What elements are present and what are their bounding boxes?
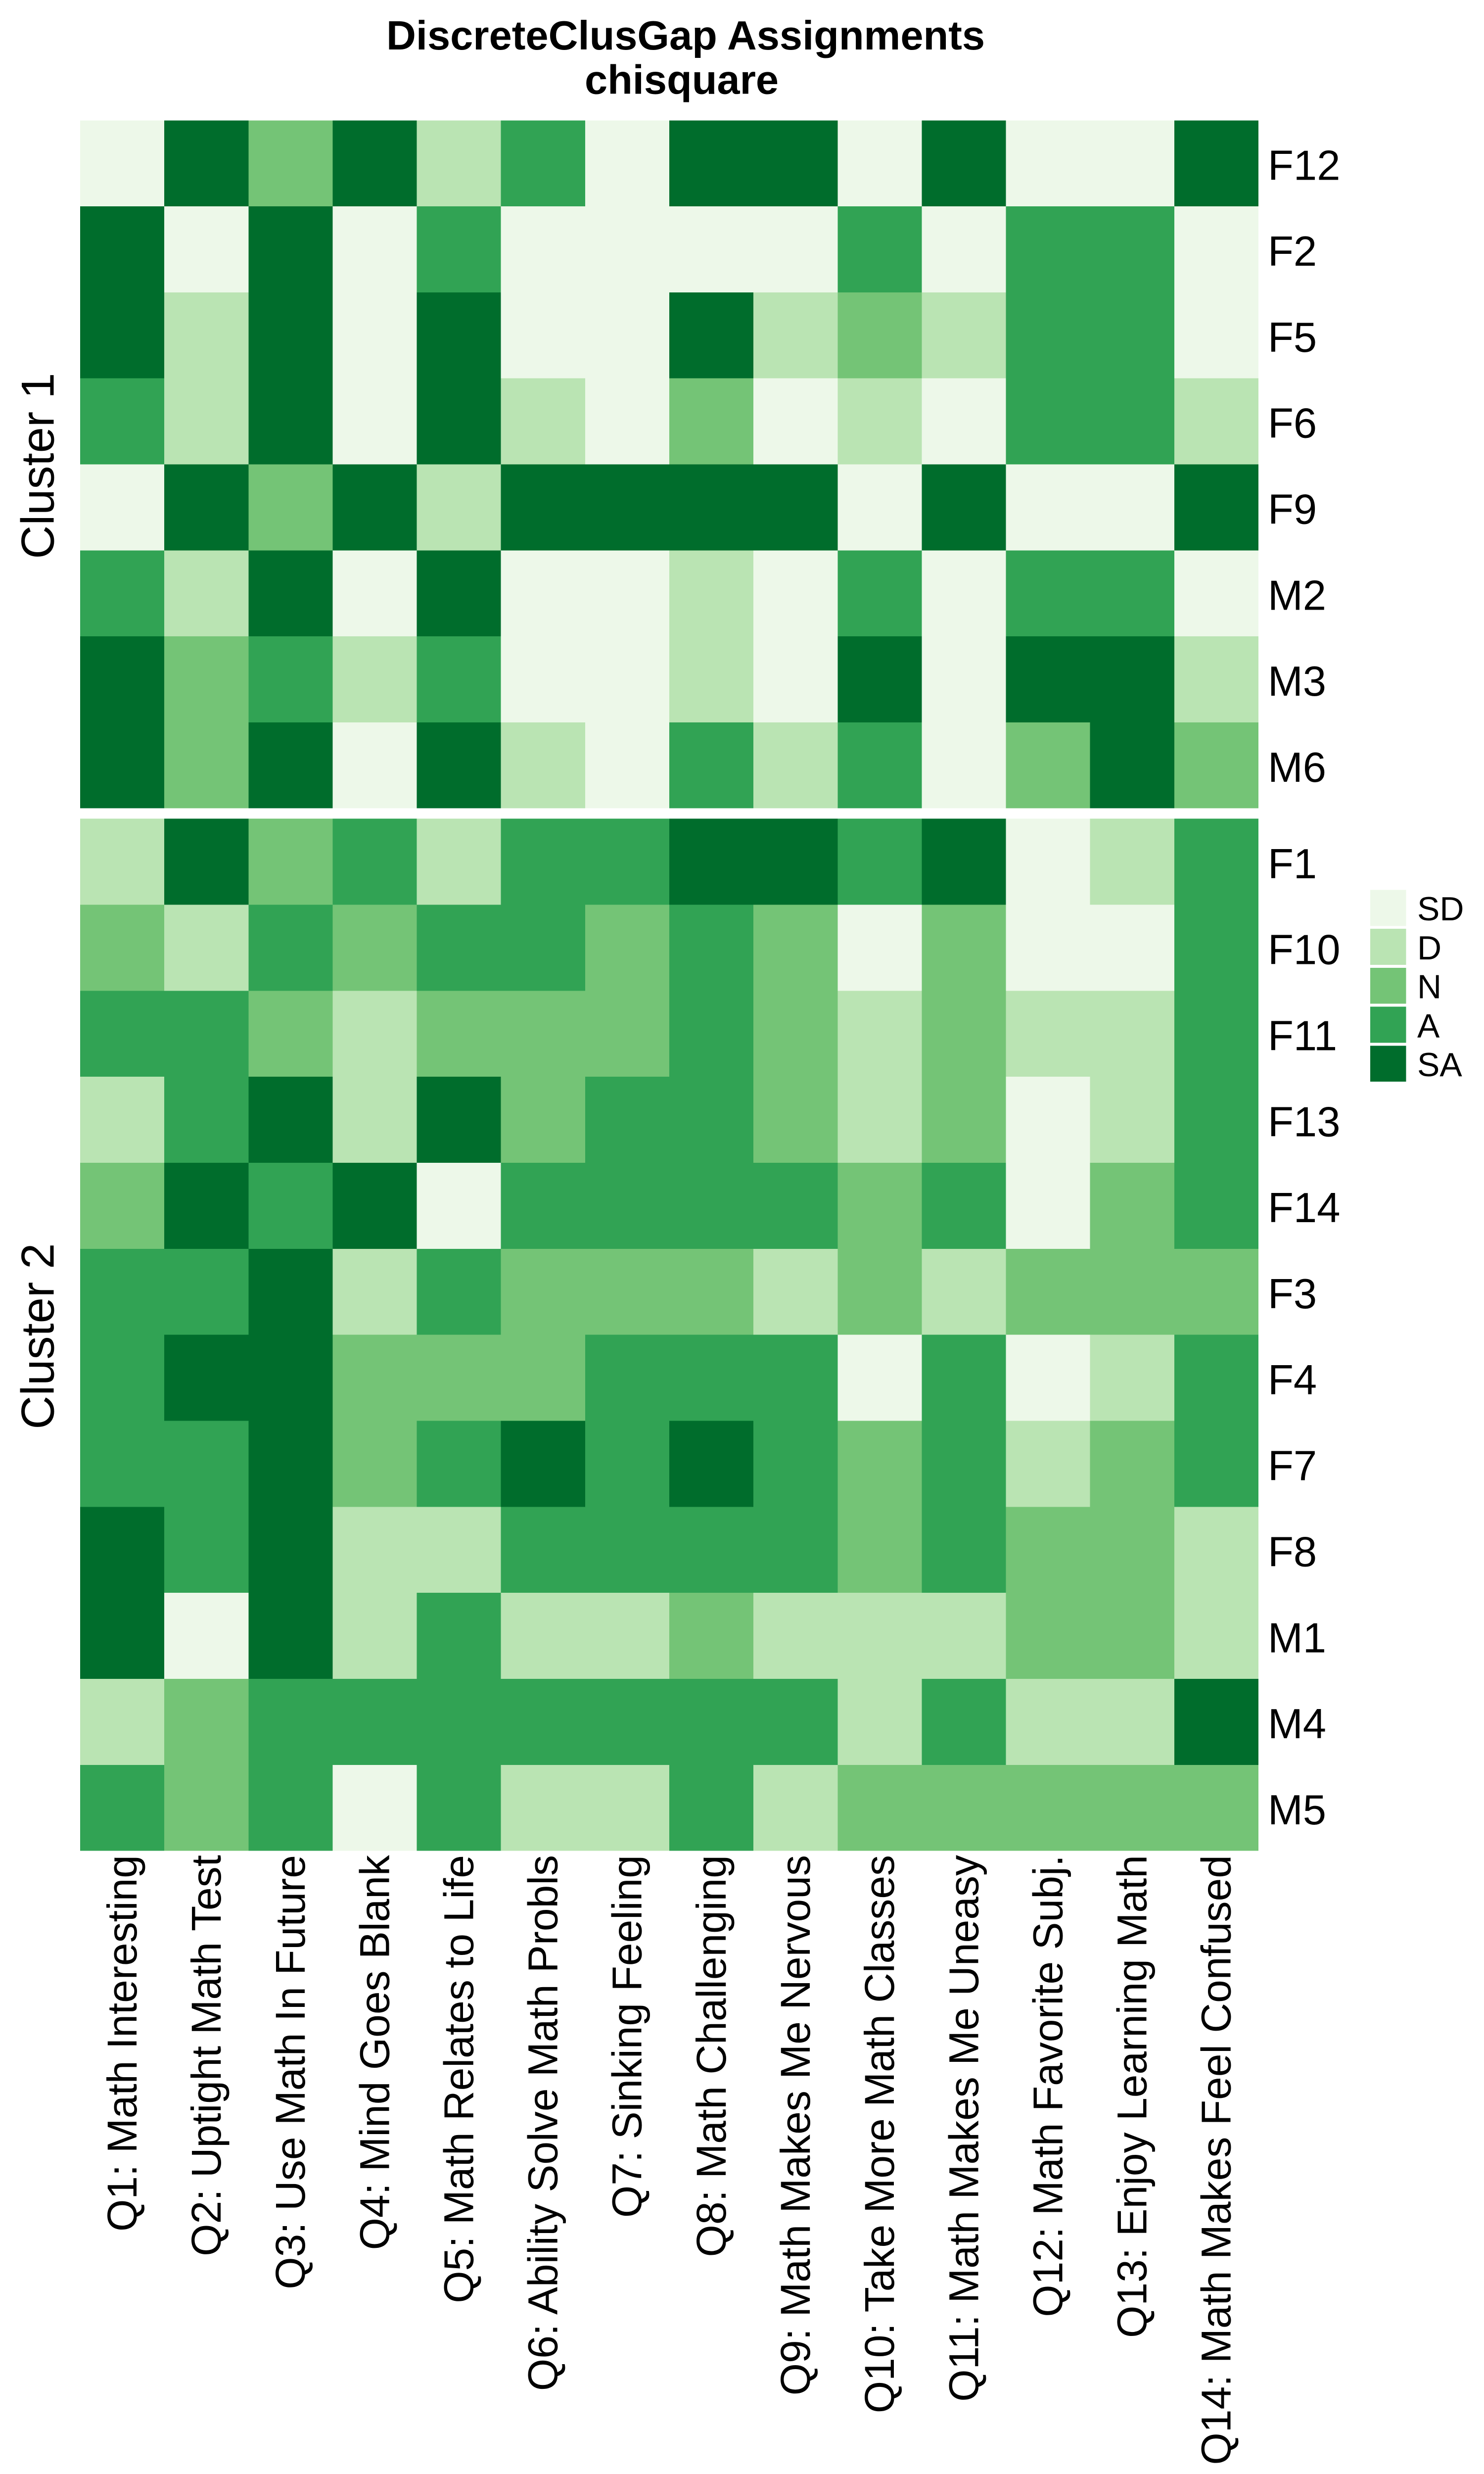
svg-text:Q4: Mind Goes Blank: Q4: Mind Goes Blank — [351, 1855, 398, 2250]
svg-text:Q3: Use Math In Future: Q3: Use Math In Future — [267, 1855, 314, 2289]
svg-text:M2: M2 — [1268, 572, 1326, 619]
svg-text:Cluster 2: Cluster 2 — [12, 1243, 64, 1429]
svg-text:Q7: Sinking Feeling: Q7: Sinking Feeling — [604, 1855, 650, 2218]
svg-text:DiscreteClusGap Assignments: DiscreteClusGap Assignments — [386, 12, 985, 58]
svg-text:D: D — [1417, 929, 1441, 967]
svg-text:M6: M6 — [1268, 744, 1326, 791]
svg-text:M4: M4 — [1268, 1701, 1326, 1748]
svg-text:F12: F12 — [1268, 142, 1340, 189]
svg-text:F1: F1 — [1268, 841, 1317, 888]
svg-text:A: A — [1417, 1007, 1440, 1045]
svg-text:Q14: Math Makes Feel Confused: Q14: Math Makes Feel Confused — [1193, 1855, 1240, 2465]
svg-text:M1: M1 — [1268, 1615, 1326, 1662]
svg-text:F7: F7 — [1268, 1443, 1317, 1490]
svg-text:F8: F8 — [1268, 1528, 1317, 1575]
svg-text:F10: F10 — [1268, 927, 1340, 974]
svg-text:SD: SD — [1417, 890, 1464, 928]
svg-text:Q6: Ability Solve Math Probls: Q6: Ability Solve Math Probls — [520, 1855, 566, 2391]
svg-text:chisquare: chisquare — [585, 57, 779, 103]
svg-text:Q9: Math Makes Me Nervous: Q9: Math Makes Me Nervous — [772, 1855, 819, 2395]
svg-text:F5: F5 — [1268, 314, 1317, 361]
svg-text:F2: F2 — [1268, 228, 1317, 275]
svg-text:Q10: Take More Math Classes: Q10: Take More Math Classes — [856, 1855, 903, 2413]
svg-text:F4: F4 — [1268, 1357, 1317, 1404]
svg-text:Q13: Enjoy Learning Math: Q13: Enjoy Learning Math — [1109, 1855, 1156, 2338]
svg-text:SA: SA — [1417, 1046, 1462, 1084]
svg-text:F6: F6 — [1268, 400, 1317, 447]
svg-text:Q11: Math Makes Me Uneasy: Q11: Math Makes Me Uneasy — [940, 1855, 987, 2402]
svg-text:F13: F13 — [1268, 1098, 1340, 1145]
svg-text:Q2: Uptight Math Test: Q2: Uptight Math Test — [183, 1855, 230, 2256]
svg-text:M3: M3 — [1268, 658, 1326, 705]
svg-text:M5: M5 — [1268, 1787, 1326, 1834]
svg-text:F14: F14 — [1268, 1185, 1340, 1232]
svg-text:F9: F9 — [1268, 486, 1317, 533]
svg-text:F3: F3 — [1268, 1271, 1317, 1318]
svg-text:F11: F11 — [1268, 1012, 1337, 1059]
svg-text:Q5: Math Relates to Life: Q5: Math Relates to Life — [435, 1855, 482, 2303]
svg-text:Cluster 1: Cluster 1 — [12, 373, 64, 559]
svg-text:Q8: Math Challenging: Q8: Math Challenging — [688, 1855, 735, 2257]
svg-text:N: N — [1417, 968, 1441, 1006]
svg-text:Q12: Math Favorite Subj.: Q12: Math Favorite Subj. — [1024, 1855, 1071, 2317]
svg-text:Q1: Math Interesting: Q1: Math Interesting — [99, 1855, 145, 2232]
